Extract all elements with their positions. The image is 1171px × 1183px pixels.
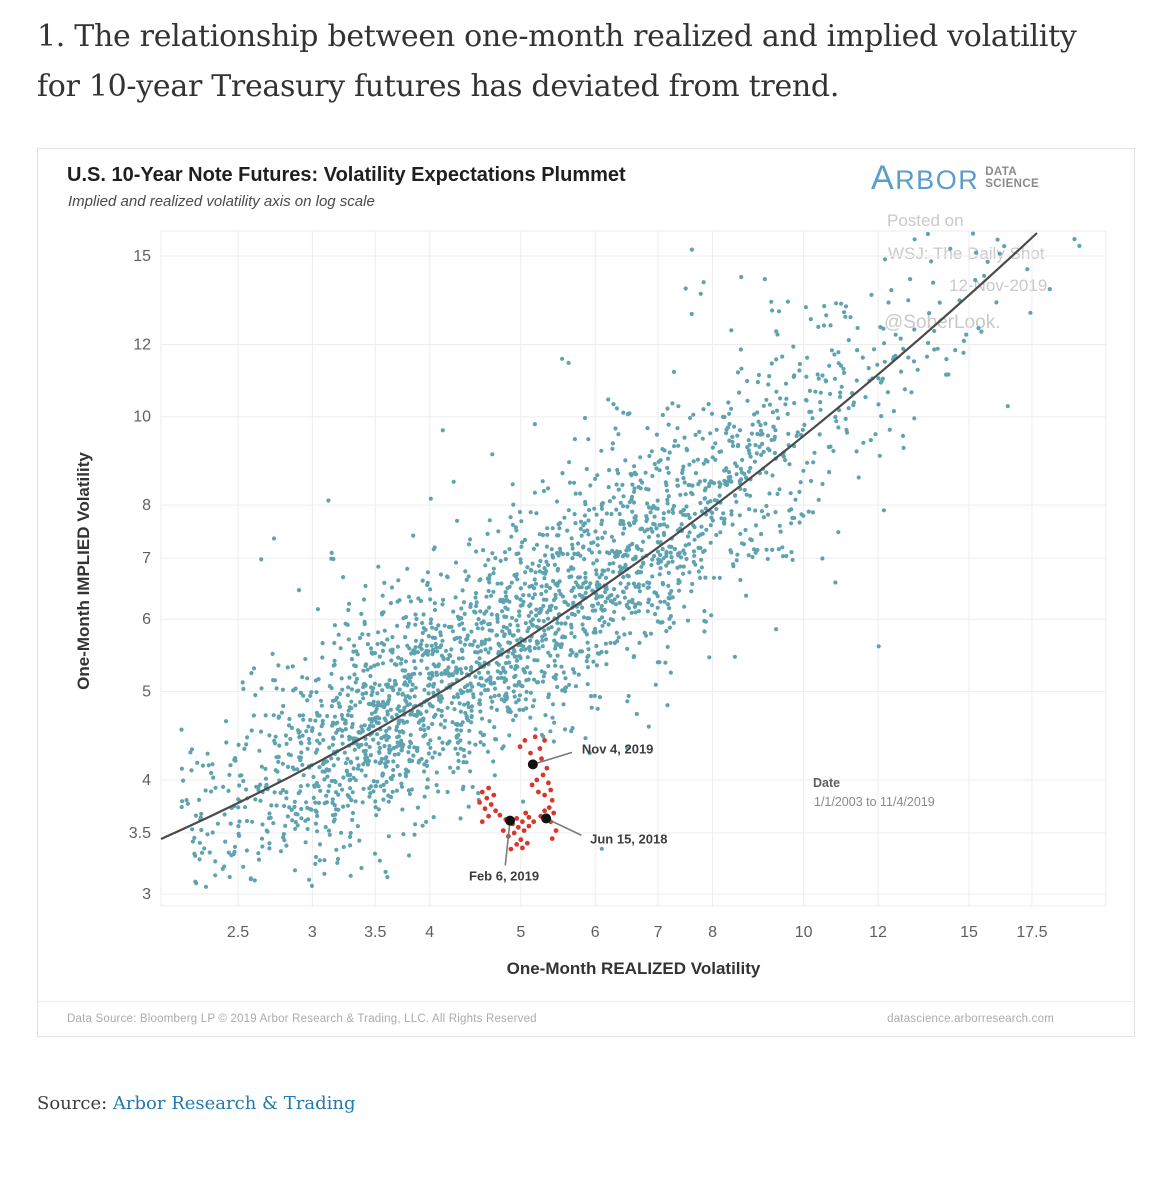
- logo-sub-top: DATA: [985, 166, 1018, 178]
- svg-text:12: 12: [869, 924, 887, 941]
- chart-footer: Data Source: Bloomberg LP © 2019 Arbor R…: [38, 1001, 1134, 1036]
- svg-text:8: 8: [708, 924, 717, 941]
- svg-text:15: 15: [960, 924, 978, 941]
- scatter-cloud: [179, 231, 1082, 889]
- x-axis-title: One-Month REALIZED Volatility: [507, 959, 761, 978]
- svg-text:3: 3: [308, 924, 317, 941]
- source-link[interactable]: Arbor Research & Trading: [112, 1093, 356, 1114]
- trend-line: [160, 232, 1038, 841]
- svg-text:7: 7: [142, 550, 151, 567]
- svg-text:6: 6: [591, 924, 600, 941]
- svg-text:3.5: 3.5: [129, 825, 151, 842]
- footer-url: datascience.arborresearch.com: [887, 1013, 1054, 1025]
- svg-text:7: 7: [654, 924, 663, 941]
- annotation-leader-line: [545, 817, 582, 836]
- svg-text:6: 6: [142, 611, 151, 628]
- source-label: Source:: [37, 1093, 108, 1114]
- logo-rest: RBOR: [895, 165, 980, 195]
- logo-subtext: DATA SCIENCE: [985, 166, 1039, 190]
- annotation-leader-line: [532, 751, 573, 766]
- watermark-soberlook: @SoberLook.: [884, 312, 1001, 333]
- svg-text:12: 12: [133, 336, 151, 353]
- svg-text:4: 4: [142, 772, 151, 789]
- svg-text:2.5: 2.5: [227, 924, 249, 941]
- chart-subtitle: Implied and realized volatility axis on …: [68, 193, 375, 210]
- svg-text:Date: Date: [813, 776, 840, 790]
- page-heading: 1. The relationship between one-month re…: [37, 19, 1077, 104]
- date-range-note: Date 1/1/2003 to 11/4/2019: [813, 776, 935, 809]
- chart-card: U.S. 10-Year Note Futures: Volatility Ex…: [37, 148, 1135, 1037]
- annotations-group: Nov 4, 2019 Jun 15, 2018 Feb 6, 2019: [469, 741, 667, 883]
- annotation-label: Nov 4, 2019: [582, 741, 654, 756]
- source-line: Source: Arbor Research & Trading: [37, 1093, 1171, 1114]
- logo-wordmark: ARBOR: [871, 159, 979, 198]
- annotation-label: Jun 15, 2018: [590, 831, 667, 846]
- svg-text:10: 10: [795, 924, 813, 941]
- y-axis-title: One-Month IMPLIED Volatility: [74, 452, 93, 690]
- svg-text:17.5: 17.5: [1016, 924, 1047, 941]
- svg-text:4: 4: [425, 924, 434, 941]
- y-axis-tick-labels: 3 3.5 4 5 6 7 8 10 12 15: [129, 248, 151, 903]
- volatility-scatter-chart: 2.5 3 3.5 4 5 6 7 8 10 12 15 17.5 3 3.5 4 5 6 7 8 10 12 15 One…: [74, 230, 1107, 978]
- watermark-wsj-daily-shot: WSJ: The Daily Shot: [888, 244, 1045, 263]
- svg-text:15: 15: [133, 248, 151, 265]
- chart-title: U.S. 10-Year Note Futures: Volatility Ex…: [67, 164, 626, 186]
- annotated-point: [541, 813, 552, 824]
- annotated-point: [527, 759, 538, 770]
- x-axis-tick-labels: 2.5 3 3.5 4 5 6 7 8 10 12 15 17.5: [227, 924, 1048, 941]
- svg-text:8: 8: [142, 497, 151, 514]
- annotated-point: [505, 815, 516, 826]
- svg-text:10: 10: [133, 409, 151, 426]
- logo-sub-bottom: SCIENCE: [985, 178, 1040, 190]
- svg-text:5: 5: [516, 924, 525, 941]
- watermark-posted-on: Posted on: [887, 211, 964, 230]
- gridlines: [160, 230, 1107, 907]
- data-source-text: Data Source: Bloomberg LP © 2019 Arbor R…: [67, 1013, 537, 1025]
- annotation-leader-line: [504, 820, 511, 866]
- logo-initial: A: [871, 159, 896, 197]
- svg-text:1/1/2003 to 11/4/2019: 1/1/2003 to 11/4/2019: [814, 795, 935, 809]
- svg-text:5: 5: [142, 683, 151, 700]
- arbor-data-science-logo: ARBOR DATA SCIENCE: [871, 159, 1039, 198]
- svg-text:3.5: 3.5: [364, 924, 386, 941]
- svg-text:3: 3: [142, 886, 151, 903]
- annotation-label: Feb 6, 2019: [469, 869, 539, 884]
